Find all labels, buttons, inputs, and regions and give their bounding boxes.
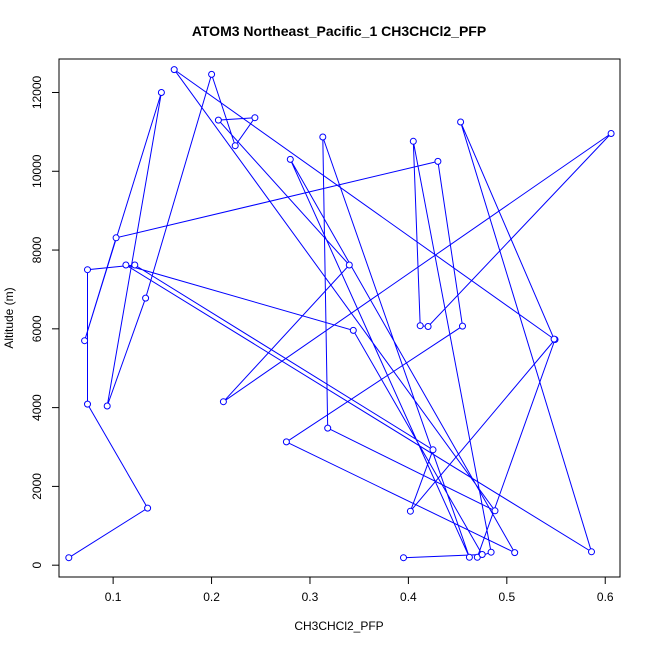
plot-frame <box>58 58 621 578</box>
data-point <box>65 554 73 562</box>
data-point <box>459 322 466 330</box>
data-point <box>511 549 519 557</box>
data-point <box>416 322 424 330</box>
data-point <box>429 446 437 454</box>
data-point <box>588 548 595 556</box>
x-axis-label: CH3CHCl2_PFP <box>294 619 383 633</box>
data-point <box>231 142 239 150</box>
y-tick-label: 2000 <box>30 473 44 500</box>
data-point <box>345 261 353 269</box>
data-point <box>400 554 407 562</box>
data-point <box>219 398 227 406</box>
data-point <box>142 294 150 302</box>
data-point <box>144 504 152 512</box>
data-point <box>214 116 222 124</box>
data-point <box>434 157 442 165</box>
data-point <box>157 89 165 96</box>
series-line <box>68 69 612 559</box>
data-point <box>324 424 332 432</box>
x-tick-label: 0.6 <box>597 590 614 604</box>
data-point <box>319 133 327 141</box>
x-tick-label: 0.2 <box>203 590 220 604</box>
x-tick-label: 0.4 <box>400 590 417 604</box>
data-point <box>406 507 414 515</box>
data-point <box>457 118 465 126</box>
data-point <box>131 261 139 269</box>
data-point <box>349 326 357 334</box>
data-point <box>251 114 259 122</box>
data-point <box>478 551 486 558</box>
y-axis-label: Altitude (m) <box>2 287 16 348</box>
y-tick-label: 10000 <box>30 154 44 188</box>
chart-title: ATOM3 Northeast_Pacific_1 CH3CHCl2_PFP <box>192 23 486 39</box>
data-point <box>112 234 120 242</box>
data-point <box>424 323 432 330</box>
data-point <box>208 70 216 78</box>
data-point <box>607 130 615 137</box>
data-point <box>84 400 91 408</box>
data-point <box>286 155 294 163</box>
x-tick-label: 0.3 <box>302 590 319 604</box>
data-point <box>282 438 290 446</box>
y-tick-label: 6000 <box>30 315 44 342</box>
y-tick-label: 0 <box>30 562 44 569</box>
x-tick-label: 0.1 <box>105 590 122 604</box>
y-tick-label: 8000 <box>30 236 44 263</box>
data-point <box>103 402 111 410</box>
data-point <box>122 261 130 269</box>
series-layer <box>65 66 615 562</box>
data-point <box>81 337 89 345</box>
data-point <box>465 553 473 561</box>
data-point <box>84 266 91 274</box>
data-point <box>487 548 495 556</box>
data-point <box>550 335 558 343</box>
data-point <box>170 66 178 74</box>
data-point <box>491 507 499 515</box>
data-point <box>409 137 417 145</box>
y-tick-label: 4000 <box>30 394 44 421</box>
x-tick-label: 0.5 <box>498 590 515 604</box>
y-tick-label: 12000 <box>30 75 44 109</box>
tick-layer: 0.1 0.2 0.3 0.4 0.5 0.6 0 2000 4000 6000 8000 10000… <box>30 75 614 604</box>
